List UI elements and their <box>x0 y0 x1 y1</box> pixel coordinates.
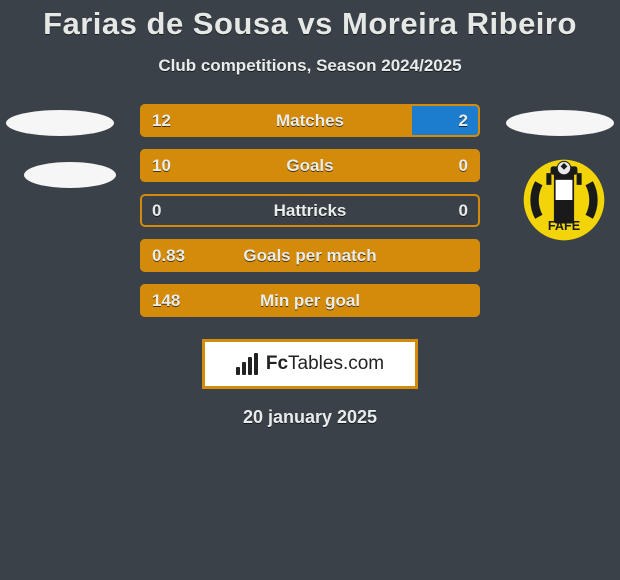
page-title: Farias de Sousa vs Moreira Ribeiro <box>43 6 577 42</box>
team-logo-left-2 <box>24 162 116 188</box>
stat-label: Hattricks <box>196 201 424 221</box>
stat-row-goals: 10Goals0 <box>140 149 480 182</box>
stat-label: Matches <box>196 111 424 131</box>
stat-rows: 12Matches210Goals00Hattricks00.83Goals p… <box>140 104 480 317</box>
bars-icon <box>236 353 262 375</box>
team-badge-right: FAFE <box>522 158 606 242</box>
stat-label: Goals <box>196 156 424 176</box>
comparison-area: FAFE 12Matches210Goals00Hattricks00.83Go… <box>0 104 620 317</box>
team-logo-right-1 <box>506 110 614 136</box>
page-subtitle: Club competitions, Season 2024/2025 <box>158 56 461 76</box>
stat-value-left: 12 <box>140 111 196 131</box>
attr-part3: .com <box>343 353 384 374</box>
stat-value-left: 10 <box>140 156 196 176</box>
stat-value-left: 0 <box>140 201 196 221</box>
stat-row-hattricks: 0Hattricks0 <box>140 194 480 227</box>
date-label: 20 january 2025 <box>243 407 377 428</box>
svg-text:FAFE: FAFE <box>548 219 580 233</box>
stat-value-right: 0 <box>424 156 480 176</box>
stat-label: Min per goal <box>196 291 424 311</box>
stat-value-left: 0.83 <box>140 246 196 266</box>
stat-value-left: 148 <box>140 291 196 311</box>
attr-part2: Tables <box>288 353 343 374</box>
attr-part1: Fc <box>266 353 288 374</box>
stat-label: Goals per match <box>196 246 424 266</box>
stat-row-goals-per-match: 0.83Goals per match <box>140 239 480 272</box>
attribution-box: FcTables.com <box>202 339 418 389</box>
stat-row-matches: 12Matches2 <box>140 104 480 137</box>
attribution-label: FcTables.com <box>236 353 384 375</box>
team-logo-left-1 <box>6 110 114 136</box>
stat-value-right: 2 <box>424 111 480 131</box>
stat-value-right: 0 <box>424 201 480 221</box>
stat-row-min-per-goal: 148Min per goal <box>140 284 480 317</box>
